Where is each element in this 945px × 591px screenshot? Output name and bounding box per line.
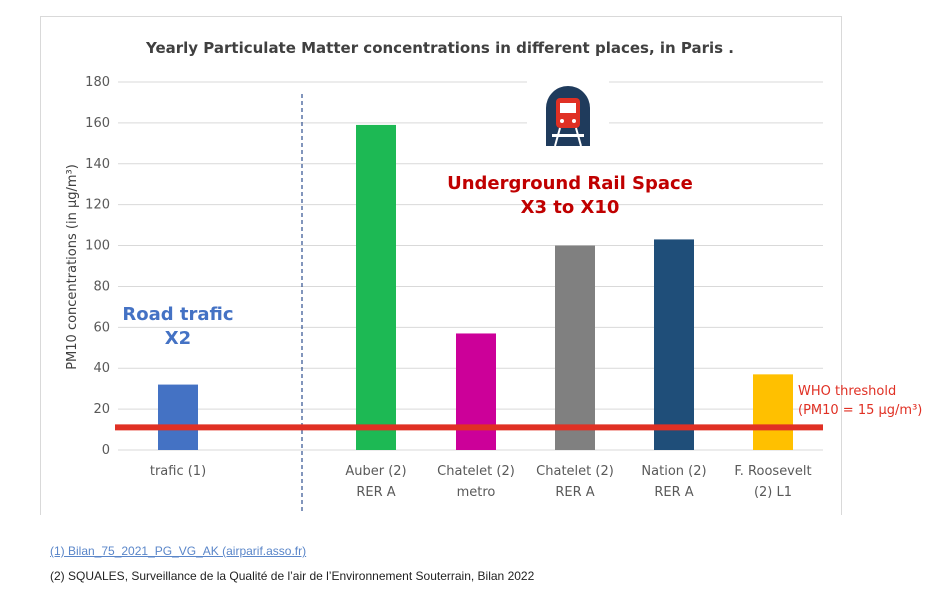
x-tick-label: RER A [356, 485, 395, 500]
bar [158, 384, 198, 450]
who-threshold-label-line1: WHO threshold [798, 384, 896, 399]
x-tick-labels: trafic (1) Auber (2) RER A Chatelet (2) metr… [150, 464, 812, 500]
bar [555, 245, 595, 450]
x-tick-label: RER A [555, 485, 594, 500]
bar [456, 333, 496, 450]
chart-frame [40, 16, 842, 515]
y-tick-label: 120 [85, 198, 110, 213]
footnote-source-1[interactable]: (1) Bilan_75_2021_PG_VG_AK (airparif.ass… [50, 544, 307, 558]
x-tick-label: F. Roosevelt [734, 464, 811, 479]
metro-tunnel-icon [527, 78, 609, 152]
x-tick-label: Chatelet (2) [437, 464, 515, 479]
who-threshold-label-line2: (PM10 = 15 µg/m³) [798, 403, 922, 418]
x-tick-label: RER A [654, 485, 693, 500]
gridlines [118, 81, 823, 451]
road-annotation-line1: Road trafic [122, 304, 233, 325]
bars [158, 124, 793, 450]
bar [356, 124, 396, 450]
y-tick-label: 160 [85, 116, 110, 131]
rail-annotation-line1: Underground Rail Space [447, 173, 693, 194]
y-tick-label: 0 [102, 443, 110, 458]
y-tick-label: 40 [93, 361, 110, 376]
x-tick-label: trafic (1) [150, 464, 206, 479]
x-tick-label: Auber (2) [345, 464, 406, 479]
y-tick-label: 140 [85, 157, 110, 172]
y-tick-labels: 0 20 40 60 80 100 120 140 160 180 [85, 75, 110, 458]
y-tick-label: 60 [93, 320, 110, 335]
x-tick-label: Chatelet (2) [536, 464, 614, 479]
x-tick-label: (2) L1 [754, 485, 792, 500]
y-axis-label: PM10 concentrations (in µg/m³) [65, 164, 80, 370]
x-tick-label: metro [457, 485, 496, 500]
bar [654, 239, 694, 450]
rail-annotation-line2: X3 to X10 [521, 197, 620, 218]
x-tick-label: Nation (2) [641, 464, 706, 479]
footnote-source-2: (2) SQUALES, Surveillance de la Qualité … [50, 569, 535, 583]
y-tick-label: 80 [93, 279, 110, 294]
chart-title: Yearly Particulate Matter concentrations… [145, 39, 734, 57]
road-annotation-line2: X2 [165, 328, 191, 349]
bar [753, 374, 793, 450]
y-tick-label: 20 [93, 402, 110, 417]
y-tick-label: 180 [85, 75, 110, 90]
y-tick-label: 100 [85, 239, 110, 254]
